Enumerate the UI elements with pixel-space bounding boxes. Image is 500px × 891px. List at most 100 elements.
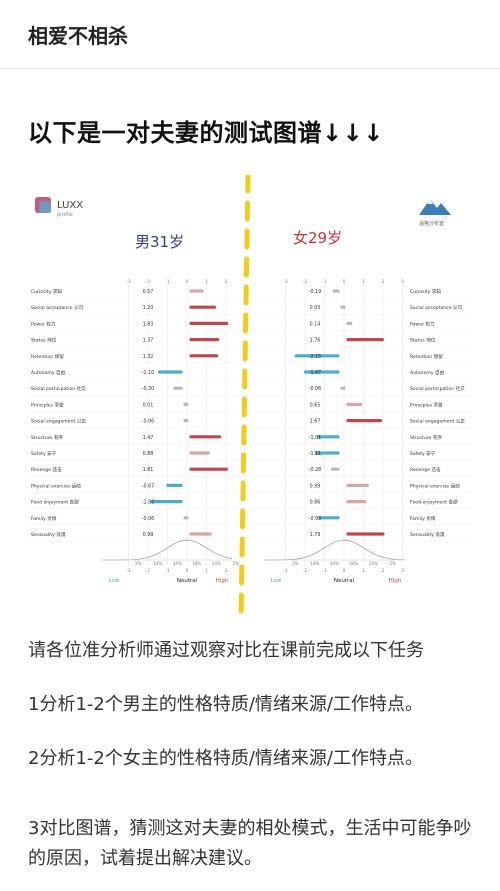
scale-tick-label: -3 [126, 279, 131, 285]
male-value: 1.32 [143, 354, 154, 360]
task-intro: 请各位准分析师通过观察对比在课前完成以下任务 [28, 640, 424, 661]
trait-label-right: Curiosity 求知 [410, 288, 441, 295]
bottom-tick-label: 0 [343, 568, 346, 573]
female-value: -1.67 [309, 370, 321, 376]
male-label: 男31岁 [135, 233, 184, 251]
scale-tick-label: 3 [401, 279, 404, 285]
scale-tick-label: -2 [146, 279, 151, 285]
female-value: -0.19 [309, 289, 321, 295]
female-value: -2.15 [309, 354, 321, 360]
female-value: 1.79 [310, 532, 321, 538]
scale-tick-label: 2 [225, 279, 228, 285]
scale-tick-label: -1 [322, 279, 327, 285]
chart-bottom-axis: 2% 14% 34% 34% 14% 2% -3 -2 -1 0 1 2 Low Neutral High 2… [102, 539, 406, 584]
male-value: 0.88 [143, 451, 154, 457]
male-value: -0.30 [142, 386, 154, 392]
percent-label: 14% [310, 561, 319, 566]
trait-label-right: Power 权力 [410, 320, 435, 327]
trait-label-left: Autonomy 自由 [31, 369, 66, 376]
trait-label-right: Revenge 还击 [410, 466, 441, 473]
bottom-tick-label: 2 [225, 568, 228, 573]
task-1: 1分析1-2个男主的性格特质/情绪来源/工作特点。 [28, 694, 423, 715]
female-bell-curve [264, 539, 406, 561]
top-bar: 相爱不相杀 [0, 0, 500, 69]
scale-tick-label: -2 [303, 279, 308, 285]
chart-bars [149, 289, 385, 536]
female-value: 0.99 [310, 483, 321, 489]
female-value: 1.67 [310, 419, 321, 425]
scale-tick-label: -1 [165, 279, 170, 285]
axis-low-label: Low [109, 578, 120, 584]
trait-label-right: Principles 荣誉 [410, 401, 443, 408]
mountain-logo: 温格分析室 [419, 199, 451, 227]
male-value: 0.99 [143, 532, 154, 538]
male-value: 1.47 [143, 435, 154, 441]
percent-label: 34% [192, 561, 201, 566]
female-value: -0.06 [309, 386, 321, 392]
female-value: 0.86 [310, 500, 321, 506]
bottom-tick-label: -2 [303, 568, 307, 573]
female-value: 0.65 [310, 402, 321, 408]
female-value: 1.76 [310, 338, 321, 344]
luxx-logo: LUXX profile [35, 197, 83, 218]
trait-label-right: Retention 保留 [410, 353, 443, 360]
chart-grid: -3 -2 -1 0 1 2 -3 -2 -1 0 1 2 3 [27, 279, 473, 565]
trait-label-left: Retention 保留 [31, 353, 64, 360]
trait-label-left: Physical exercise 运动 [31, 482, 81, 489]
male-value: 1.81 [143, 467, 154, 473]
female-value: -1.01 [309, 435, 321, 441]
trait-label-right: Structure 有序 [410, 434, 442, 441]
trait-label-left: Principles 荣誉 [31, 401, 64, 408]
female-value: 0.14 [310, 321, 321, 327]
male-bell-curve [102, 539, 233, 561]
percent-label: 34% [173, 561, 182, 566]
percent-label: 34% [349, 561, 358, 566]
bottom-tick-label: 2 [382, 568, 385, 573]
percent-label: 14% [153, 561, 162, 566]
male-value: 1.37 [143, 338, 154, 344]
percent-label: 34% [330, 561, 339, 566]
percent-label: 14% [369, 561, 378, 566]
trait-label-right: Social acceptance 认可 [410, 304, 463, 311]
percent-label: 2% [135, 561, 142, 566]
male-value: -0.06 [142, 419, 154, 425]
trait-label-right: Safety 安宁 [410, 450, 436, 457]
trait-label-right: Food enjoyment 食欲 [410, 499, 458, 506]
trait-label-left: Social acceptance 认可 [31, 304, 84, 311]
trait-label-left: Sensuality 浪漫 [31, 531, 66, 538]
mountain-logo-text: 温格分析室 [419, 220, 444, 227]
male-value: -0.67 [142, 483, 154, 489]
trait-label-left: Food enjoyment 食欲 [31, 499, 79, 506]
trait-label-right: Physical exercise 运动 [410, 482, 460, 489]
scale-tick-label: 0 [186, 279, 189, 285]
female-value: -1.11 [309, 451, 321, 457]
percent-label: 2% [390, 561, 397, 566]
page-title: 相爱不相杀 [28, 23, 128, 48]
percent-label: 2% [233, 561, 240, 566]
female-label: 女29岁 [293, 229, 342, 247]
trait-label-left: Structure 有序 [31, 434, 63, 441]
female-value: 0.03 [310, 305, 321, 311]
scale-tick-label: 2 [382, 279, 385, 285]
trait-label-left: Status 地位 [31, 337, 57, 344]
trait-label-right: Autonomy 自由 [410, 369, 445, 376]
trait-label-right: Social participation 社交 [410, 385, 465, 392]
trait-label-left: Family 亲情 [31, 515, 57, 522]
bottom-tick-label: 1 [362, 568, 365, 573]
luxx-logo-name: LUXX [57, 200, 83, 211]
bottom-tick-label: -1 [323, 568, 327, 573]
trait-label-left: Social participation 社交 [31, 385, 86, 392]
bottom-tick-label: 3 [401, 568, 404, 573]
scale-tick-label: -3 [283, 279, 288, 285]
task-3: 3对比图谱，猜测这对夫妻的相处模式，生活中可能争吵的原因，试着提出解决建议。 [28, 818, 472, 869]
percent-label: 14% [212, 561, 221, 566]
percent-label: 2% [292, 561, 299, 566]
trait-label-left: Power 权力 [31, 320, 56, 327]
trait-label-left: Social engagement 公正 [31, 419, 86, 425]
trait-label-left: Curiosity 求知 [31, 288, 62, 295]
luxx-logo-sub: profile [57, 212, 73, 218]
male-value: 0.57 [143, 289, 154, 295]
axis-neutral-label: Neutral [177, 578, 198, 584]
female-value: -0.28 [309, 467, 321, 473]
chart-labels: Curiosity 求知 Curiosity 求知 0.57 -0.19 Social … [31, 288, 465, 538]
